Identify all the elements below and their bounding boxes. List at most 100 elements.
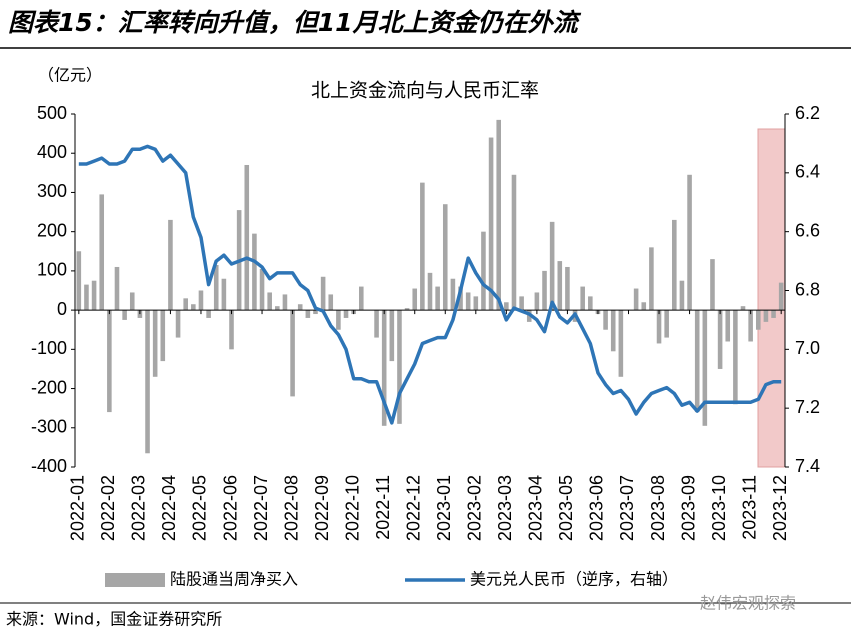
bar — [76, 251, 82, 311]
bar — [328, 294, 334, 311]
x-tick-label: 2022-11 — [373, 475, 393, 540]
bar — [771, 310, 776, 318]
bar — [99, 194, 105, 311]
y-tick-label: 200 — [37, 220, 67, 240]
bar — [763, 310, 769, 322]
y-tick-label: 400 — [37, 142, 67, 162]
bar — [450, 278, 456, 311]
bar — [420, 182, 425, 311]
bar — [152, 310, 158, 377]
bar — [702, 310, 708, 426]
bar — [404, 308, 410, 311]
bar — [511, 174, 517, 311]
bar — [427, 272, 433, 311]
y2-tick-label: 7.2 — [795, 397, 820, 417]
bar — [175, 310, 181, 338]
x-tick-label: 2022-04 — [159, 475, 179, 541]
chart-title: 图表15：汇率转向升值，但11月北上资金仍在外流 — [8, 8, 582, 37]
bar — [710, 259, 715, 311]
bar — [213, 265, 219, 311]
x-tick-label: 2023-09 — [678, 475, 698, 541]
x-tick-label: 2023-07 — [617, 475, 637, 541]
y-tick-label: 0 — [57, 299, 67, 319]
x-tick-label: 2022-01 — [68, 475, 88, 541]
x-tick-label: 2023-12 — [770, 475, 790, 541]
bar — [343, 310, 349, 318]
x-tick-label: 2022-09 — [312, 475, 332, 541]
bar — [374, 310, 379, 338]
bar — [91, 280, 97, 311]
bar — [519, 296, 524, 311]
y-tick-label: 100 — [37, 260, 67, 280]
bar — [687, 174, 692, 311]
x-tick-label: 2023-11 — [739, 475, 759, 540]
chart-subtitle: 北上资金流向与人民币汇率 — [311, 80, 539, 102]
x-tick-label: 2022-05 — [190, 475, 210, 541]
bar — [442, 204, 448, 311]
bar — [580, 286, 585, 311]
bar — [267, 292, 272, 311]
bar — [206, 310, 211, 318]
bar — [465, 292, 471, 311]
y2-tick-label: 6.4 — [795, 162, 820, 182]
y-tick-label: -400 — [31, 456, 67, 476]
x-tick-label: 2022-07 — [251, 475, 271, 541]
bar — [603, 310, 608, 330]
y-tick-label: 300 — [37, 181, 67, 201]
bar — [725, 310, 731, 342]
bar — [664, 310, 669, 338]
bar — [244, 164, 250, 311]
bar — [755, 310, 761, 330]
x-tick-label: 2023-02 — [465, 475, 485, 541]
x-tick-label: 2022-06 — [220, 475, 240, 541]
bar — [84, 284, 89, 311]
bar — [748, 310, 753, 342]
bar — [282, 294, 288, 311]
bar — [313, 310, 318, 315]
bar — [252, 233, 257, 311]
bar — [649, 247, 654, 311]
y-tick-label: -100 — [31, 338, 67, 358]
y2-tick-label: 6.6 — [795, 220, 820, 240]
x-tick-label: 2022-10 — [342, 475, 362, 541]
bar — [107, 310, 112, 413]
bar — [565, 266, 570, 311]
bar — [305, 310, 311, 318]
bar — [588, 296, 593, 311]
bar — [458, 286, 463, 311]
bar — [168, 219, 173, 311]
bar — [275, 306, 280, 311]
bar — [129, 292, 135, 311]
bar — [679, 280, 685, 311]
bar — [473, 296, 479, 311]
bar — [534, 292, 540, 311]
bar — [221, 278, 227, 311]
x-tick-label: 2022-12 — [403, 475, 423, 541]
y2-tick-label: 6.2 — [795, 103, 820, 123]
bar — [618, 310, 624, 377]
y2-tick-label: 7.4 — [795, 456, 820, 476]
bar — [183, 298, 188, 311]
bar — [160, 310, 166, 362]
bar — [778, 282, 784, 311]
y-tick-label: -200 — [31, 377, 67, 397]
line-series — [78, 144, 782, 425]
bar — [320, 276, 326, 311]
bar — [549, 221, 555, 311]
bar — [381, 310, 387, 426]
bar — [229, 310, 234, 350]
x-tick-label: 2022-02 — [98, 475, 118, 541]
bar — [336, 310, 341, 330]
bar — [504, 302, 509, 311]
bar — [389, 310, 395, 362]
bar — [717, 310, 723, 369]
legend-label: 陆股通当周净买入 — [170, 570, 298, 589]
x-tick-label: 2023-10 — [709, 475, 729, 541]
bar — [397, 310, 402, 424]
bar — [198, 290, 204, 311]
bar — [740, 306, 746, 311]
bar — [672, 219, 677, 311]
bar — [633, 288, 639, 311]
source: 来源：Wind，国金证券研究所 — [6, 610, 222, 629]
